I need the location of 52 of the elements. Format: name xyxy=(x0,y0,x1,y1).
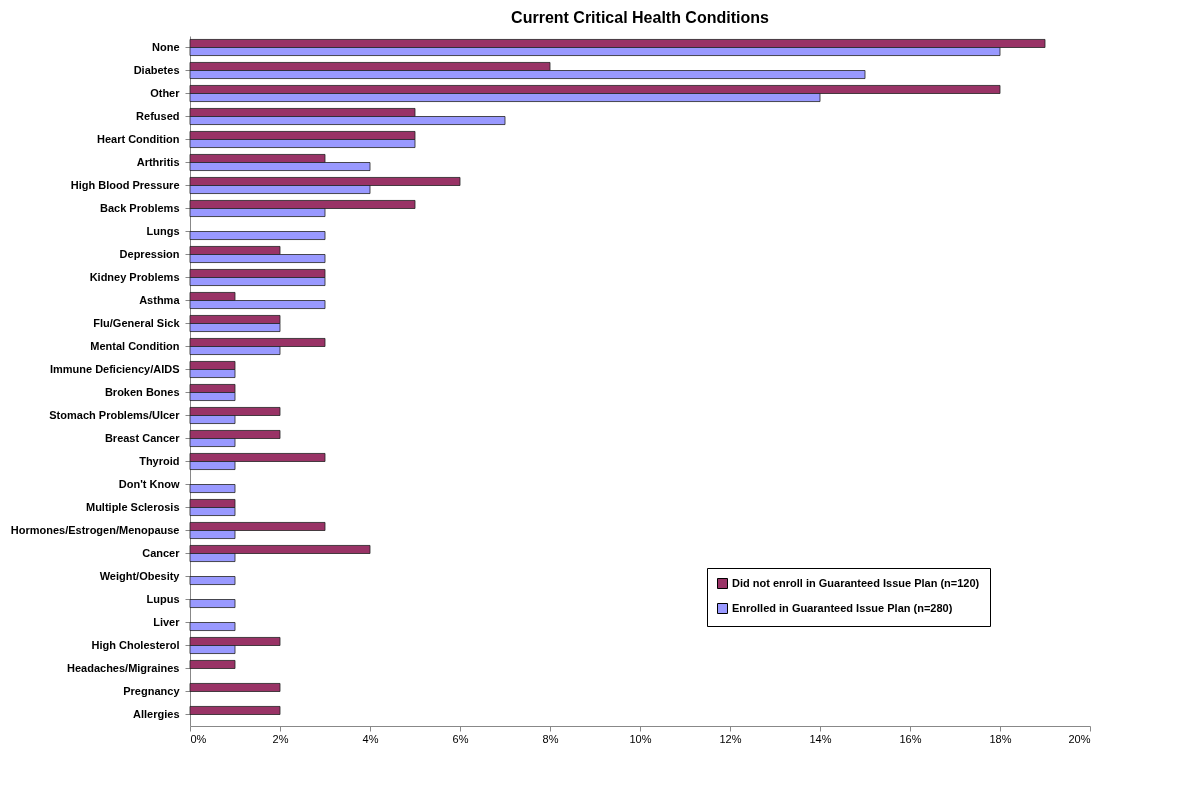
x-tick-label: 6% xyxy=(452,732,469,745)
bar xyxy=(189,622,236,631)
bar xyxy=(189,231,326,240)
x-tick-label: 16% xyxy=(899,732,922,745)
bar xyxy=(189,484,236,493)
x-tick-label: 14% xyxy=(809,732,832,745)
x-tick-label: 4% xyxy=(362,732,379,745)
y-tick-label: Lupus xyxy=(146,592,180,605)
y-tick-label: Stomach Problems/Ulcer xyxy=(49,408,181,421)
y-tick-label: Arthritis xyxy=(136,155,180,168)
y-tick-label: Other xyxy=(150,86,181,99)
y-tick-label: Weight/Obesity xyxy=(99,569,181,582)
x-tick-label: 0% xyxy=(190,732,207,745)
y-tick-label: Heart Condition xyxy=(97,132,180,145)
y-tick-label: Multiple Sclerosis xyxy=(85,500,180,513)
legend-label: Enrolled in Guaranteed Issue Plan (n=280) xyxy=(732,601,953,614)
x-tick-label: 2% xyxy=(272,732,289,745)
x-tick-label: 20% xyxy=(1068,732,1091,745)
y-tick-label: Asthma xyxy=(139,293,181,306)
y-tick-label: Liver xyxy=(153,615,181,628)
y-tick-label: Lungs xyxy=(146,224,180,237)
x-tick-label: 12% xyxy=(719,732,742,745)
x-tick-label: 8% xyxy=(542,732,559,745)
y-tick-label: Breast Cancer xyxy=(104,431,181,444)
legend-label: Did not enroll in Guaranteed Issue Plan (n=120) xyxy=(732,576,980,589)
bar xyxy=(189,576,236,585)
y-tick-label: Refused xyxy=(136,109,180,122)
y-tick-label: Allergies xyxy=(133,707,180,720)
y-tick-label: Mental Condition xyxy=(90,339,180,352)
y-tick-label: High Cholesterol xyxy=(91,638,180,651)
y-tick-label: Hormones/Estrogen/Menopause xyxy=(10,523,180,536)
y-tick-label: Immune Deficiency/AIDS xyxy=(49,362,180,375)
x-tick-label: 10% xyxy=(629,732,652,745)
bar xyxy=(189,706,281,715)
chart-title: Current Critical Health Conditions xyxy=(511,9,769,26)
y-tick-label: Kidney Problems xyxy=(89,270,180,283)
y-tick-label: Cancer xyxy=(142,546,181,559)
y-tick-label: Pregnancy xyxy=(123,684,181,697)
y-tick-label: Headaches/Migraines xyxy=(67,661,180,674)
bar xyxy=(189,660,236,669)
y-tick-label: Flu/General Sick xyxy=(93,316,181,329)
bar xyxy=(189,683,281,692)
y-tick-label: Back Problems xyxy=(100,201,180,214)
x-tick-label: 18% xyxy=(989,732,1012,745)
bar xyxy=(189,599,236,608)
y-tick-label: Don't Know xyxy=(118,477,180,490)
y-tick-label: Broken Bones xyxy=(104,385,180,398)
y-tick-label: Depression xyxy=(119,247,180,260)
y-tick-label: High Blood Pressure xyxy=(70,178,180,191)
y-tick-label: Thyroid xyxy=(139,454,180,467)
y-tick-label: Diabetes xyxy=(133,63,180,76)
y-tick-label: None xyxy=(152,40,180,53)
